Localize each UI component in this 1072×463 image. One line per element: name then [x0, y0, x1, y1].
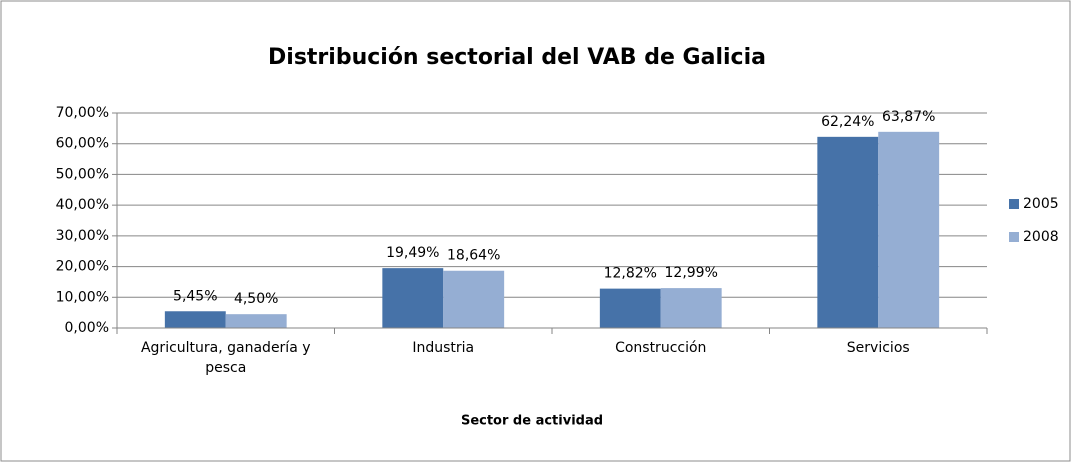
- bar: [382, 268, 444, 328]
- bar: [164, 311, 226, 328]
- value-label: 62,24%: [821, 114, 874, 130]
- y-tick-label: 40,00%: [56, 197, 109, 213]
- y-tick-label: 70,00%: [56, 105, 109, 121]
- y-tick-label: 0,00%: [65, 320, 109, 336]
- value-label: 63,87%: [882, 109, 935, 125]
- legend-swatch: [1009, 199, 1019, 209]
- y-tick-label: 20,00%: [56, 259, 109, 275]
- value-label: 12,99%: [665, 265, 718, 281]
- value-label: 5,45%: [173, 288, 217, 304]
- x-tick-label: Construcción: [615, 340, 707, 356]
- y-tick-label: 60,00%: [56, 136, 109, 152]
- y-tick-label: 30,00%: [56, 228, 109, 244]
- bar: [660, 288, 722, 328]
- y-tick-label: 10,00%: [56, 289, 109, 305]
- y-tick-label: 50,00%: [56, 166, 109, 182]
- legend-label: 2008: [1023, 229, 1059, 245]
- legend-swatch: [1009, 232, 1019, 242]
- value-label: 4,50%: [234, 291, 278, 307]
- bar: [443, 270, 505, 328]
- x-tick-label: Servicios: [846, 340, 910, 356]
- bar: [599, 288, 661, 328]
- value-label: 12,82%: [604, 266, 657, 282]
- bar: [878, 131, 940, 328]
- legend-label: 2005: [1023, 196, 1059, 212]
- x-axis-title: Sector de actividad: [461, 414, 603, 429]
- bar: [817, 136, 879, 328]
- chart-title: Distribución sectorial del VAB de Galici…: [268, 45, 766, 70]
- x-tick-label: Agricultura, ganadería y pesca: [140, 340, 311, 376]
- x-tick-label: Industria: [412, 340, 475, 356]
- value-label: 18,64%: [447, 248, 500, 264]
- value-label: 19,49%: [386, 245, 439, 261]
- bar: [225, 314, 287, 328]
